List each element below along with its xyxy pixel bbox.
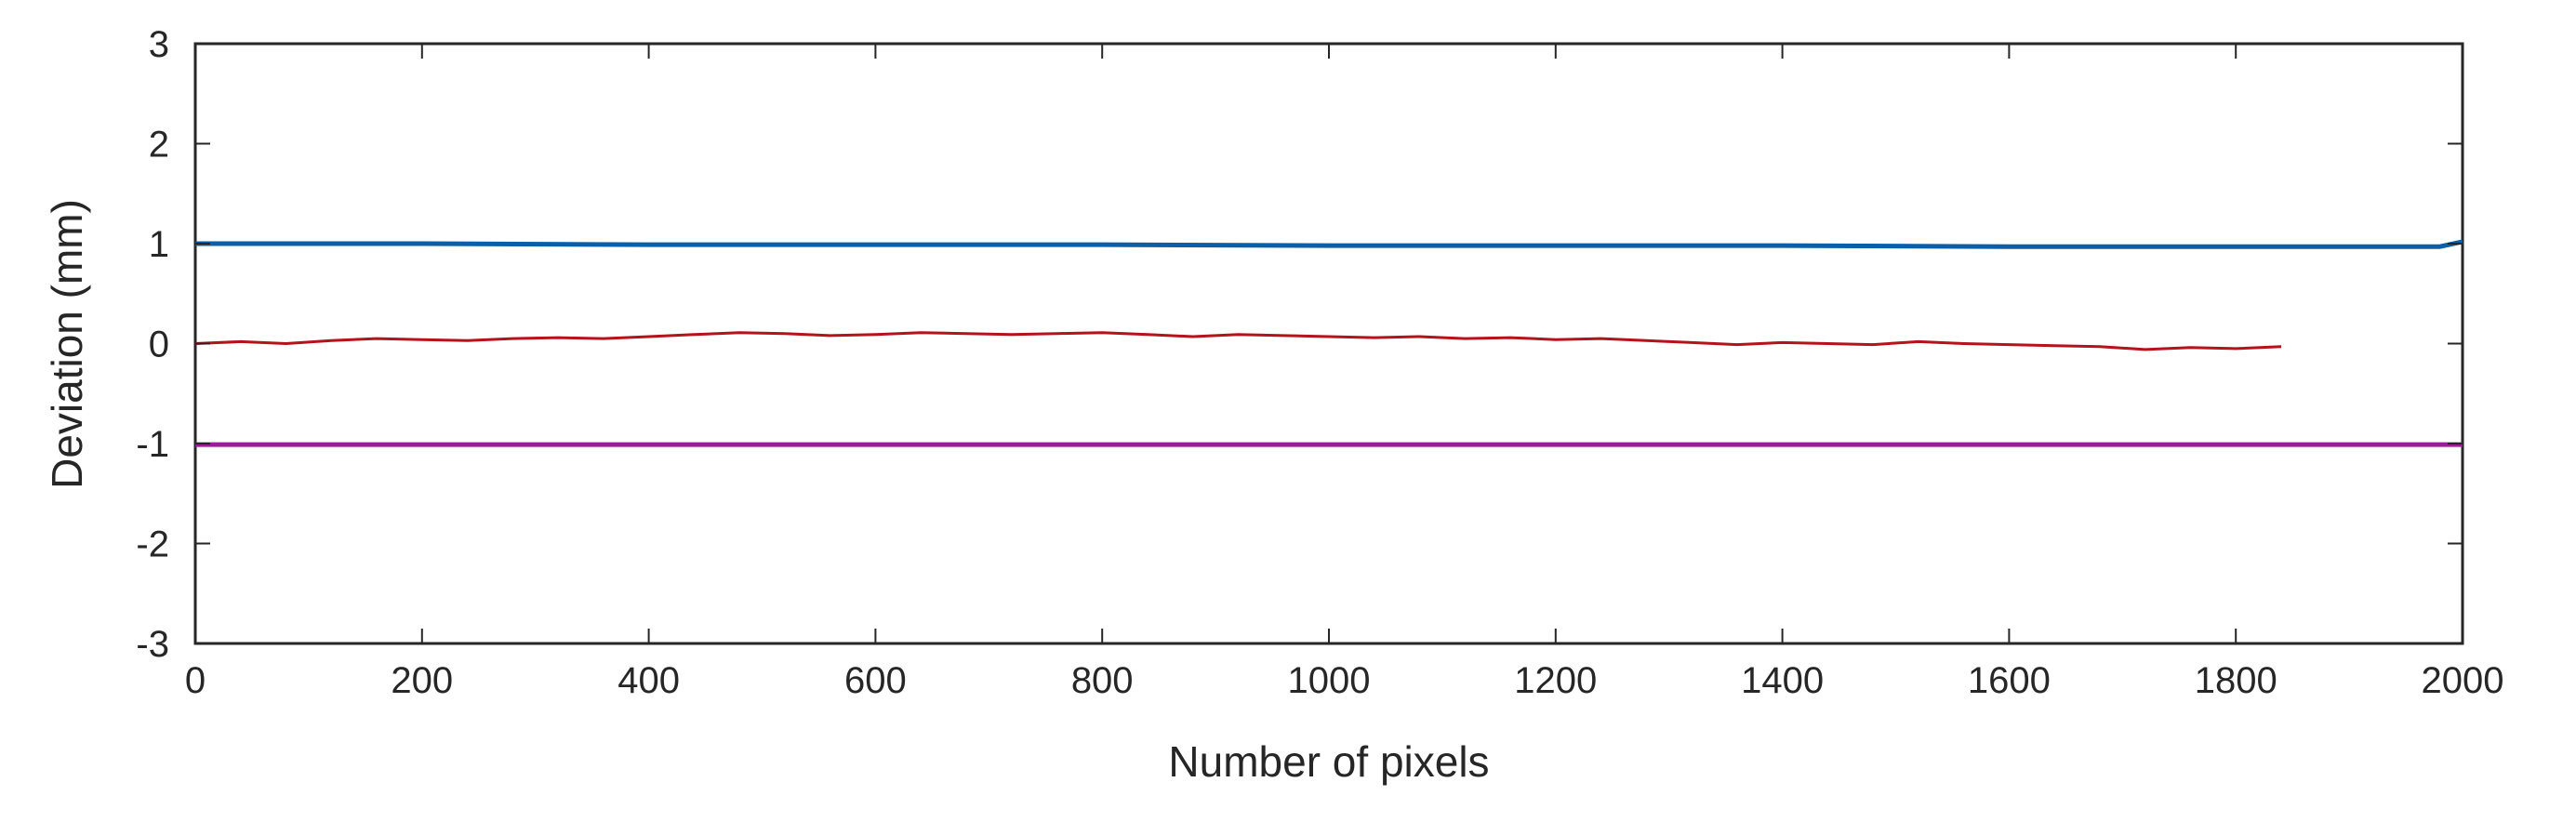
x-tick-label: 1400	[1741, 660, 1824, 701]
series-line-1	[195, 239, 2463, 249]
x-tick-label: 600	[844, 660, 907, 701]
y-tick-label: 1	[149, 224, 169, 265]
y-tick-label: 2	[149, 125, 169, 166]
x-tick-label: 800	[1071, 660, 1134, 701]
series-line-2	[194, 331, 2282, 351]
x-tick-label: 2000	[2422, 660, 2504, 701]
y-axis-label: Deviation (mm)	[43, 199, 91, 489]
y-tick-label: 3	[149, 24, 169, 65]
ticks-layer: 0 200 400 600 800 1000 1200 1400 1600 1800 2000 -3 -…	[136, 24, 2503, 701]
x-tick-label: 1800	[2195, 660, 2277, 701]
x-tick-label: 1000	[1288, 660, 1371, 701]
x-tick-label: 400	[617, 660, 680, 701]
x-tick-label: 0	[185, 660, 206, 701]
y-tick-label: -1	[136, 424, 169, 465]
plot-area	[193, 42, 2464, 645]
x-tick-label: 1600	[1968, 660, 2051, 701]
x-tick-label: 1200	[1514, 660, 1597, 701]
y-tick-label: 0	[149, 325, 169, 365]
x-tick-label: 200	[391, 660, 453, 701]
y-tick-label: -3	[136, 624, 169, 665]
series-layer	[194, 239, 2463, 447]
x-axis-label: Number of pixels	[1168, 737, 1489, 786]
y-tick-label: -2	[136, 524, 169, 565]
